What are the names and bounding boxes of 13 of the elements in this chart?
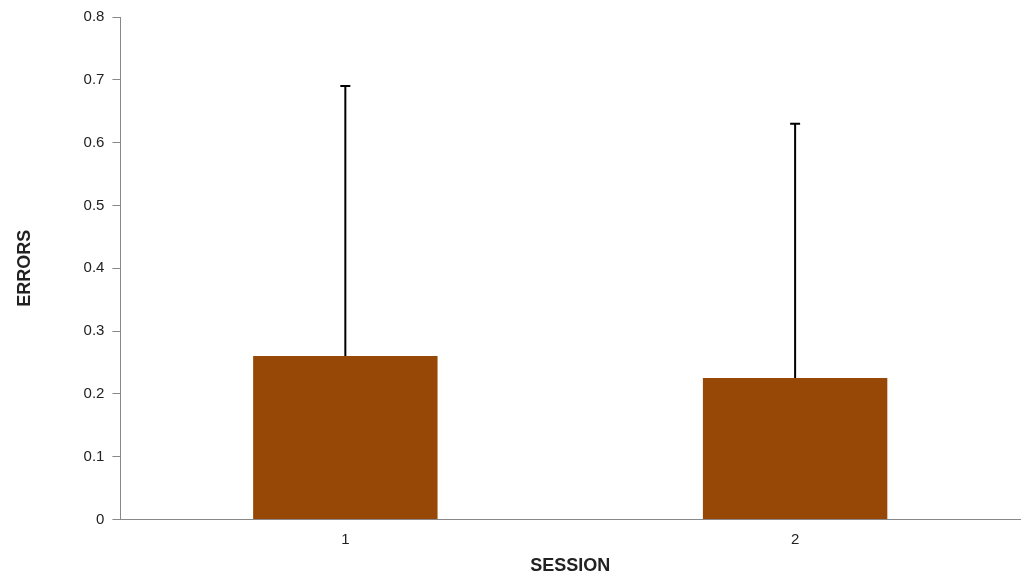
y-tick-label: 0 <box>96 509 105 527</box>
y-tick-label: 0.8 <box>83 7 105 25</box>
x-axis-title: SESSION <box>530 555 611 576</box>
y-tick-label: 0.7 <box>83 69 105 87</box>
y-axis-title: ERRORS <box>13 229 34 307</box>
y-tick-label: 0.5 <box>83 195 105 213</box>
y-tick-label: 0.3 <box>83 321 105 339</box>
y-tick-label: 0.2 <box>83 383 105 401</box>
x-tick-label: 2 <box>790 529 800 547</box>
y-tick-label: 0.4 <box>83 258 105 276</box>
x-tick-label: 1 <box>341 529 350 547</box>
y-tick-label: 0.6 <box>83 132 105 150</box>
y-tick-label: 0.1 <box>83 446 105 464</box>
